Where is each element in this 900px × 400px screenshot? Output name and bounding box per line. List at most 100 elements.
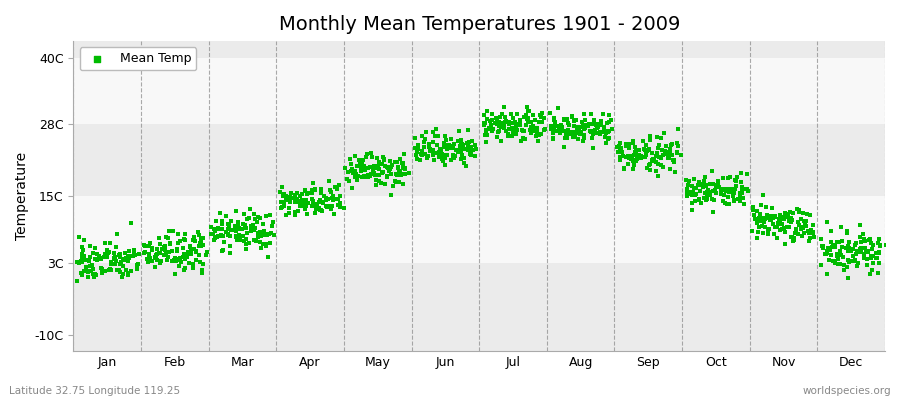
Point [171,240,185,246]
Point [708,190,723,196]
Point [351,173,365,179]
Point [172,238,186,244]
Point [306,198,320,204]
Point [642,146,656,152]
Point [617,166,632,172]
Point [116,256,130,262]
Point [765,213,779,220]
Point [122,248,136,254]
Point [479,130,493,137]
Point [279,193,293,200]
Point [740,186,754,192]
Point [254,244,268,251]
Point [299,202,313,209]
Point [827,260,842,266]
Point [454,156,468,162]
Point [421,152,436,159]
Point [97,240,112,246]
Point [788,226,803,233]
Point [244,223,258,229]
Point [117,256,131,263]
Point [325,203,339,210]
Point [378,181,392,188]
Point [223,227,238,233]
Point [590,130,605,136]
Point [505,120,519,127]
Point [348,153,363,160]
Point [258,241,273,248]
Point [352,156,366,163]
Point [165,248,179,254]
Point [288,212,302,219]
Point [547,115,562,121]
Point [866,242,880,248]
Point [850,248,865,254]
Point [531,119,545,125]
Point [250,234,265,240]
Point [104,267,118,274]
Point [229,226,243,233]
Point [158,244,172,251]
Point [497,104,511,110]
Point [585,144,599,151]
Point [75,251,89,257]
Point [858,244,872,251]
Point [440,151,454,158]
Point [597,124,611,130]
Point [464,152,479,158]
Point [372,159,386,166]
Point [427,156,441,163]
Point [277,193,292,200]
Point [299,202,313,208]
Point [163,240,177,246]
Point [727,197,742,203]
Point [464,138,479,144]
Point [464,143,479,150]
Point [577,126,591,132]
Point [456,160,471,166]
Point [333,200,347,206]
Point [721,201,735,208]
Point [489,115,503,121]
Point [442,145,456,152]
Point [782,218,796,224]
Point [660,150,674,157]
Point [846,246,860,252]
Point [254,245,268,251]
Point [479,139,493,145]
Point [513,116,527,123]
Point [102,249,116,255]
Point [828,243,842,249]
Point [830,251,844,258]
Point [661,154,675,161]
Point [461,147,475,153]
Point [437,161,452,168]
Point [423,146,437,152]
Point [121,258,135,264]
Point [446,152,461,158]
Point [794,226,808,232]
Point [97,254,112,260]
Point [590,125,604,131]
Point [741,187,755,194]
Point [145,247,159,253]
Point [775,220,789,227]
Point [176,254,190,260]
Point [263,239,277,246]
Point [440,146,454,153]
Point [439,136,454,143]
Point [260,232,274,238]
Point [229,234,243,240]
Point [770,221,785,228]
Point [237,238,251,244]
Point [208,226,222,233]
Point [622,155,636,161]
Point [831,261,845,267]
Point [261,254,275,261]
Point [530,129,544,136]
Point [394,160,409,166]
Point [602,135,616,142]
Point [358,174,373,180]
Point [502,125,517,132]
Point [194,236,208,242]
